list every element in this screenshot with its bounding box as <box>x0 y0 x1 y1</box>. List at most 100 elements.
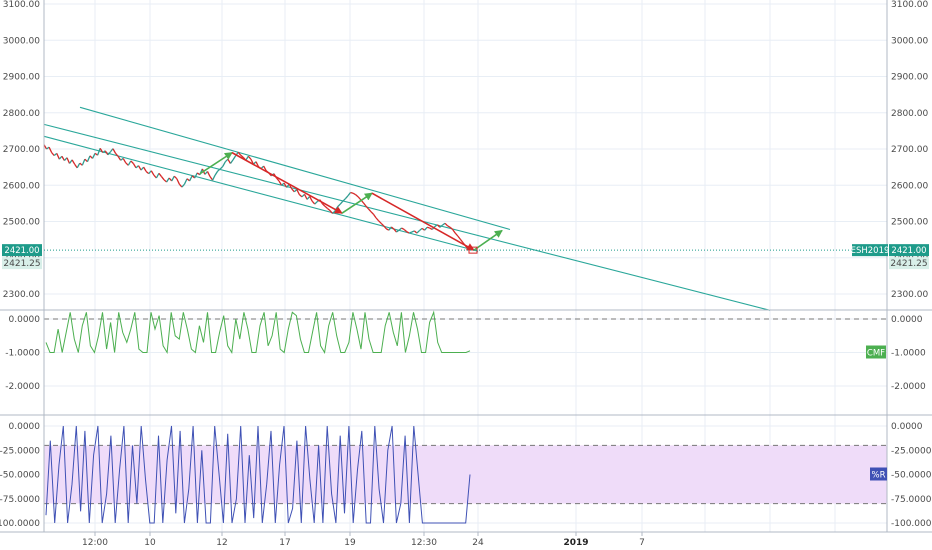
price-line-segment <box>76 162 81 169</box>
price-line-segment <box>419 227 423 232</box>
y-tick-label-left: -50.0000 <box>0 471 40 481</box>
price-line-segment <box>194 172 198 179</box>
x-tick-label: 2019 <box>563 538 588 548</box>
y-tick-label-right: -75.0000 <box>891 495 932 505</box>
price-line-segment <box>411 230 415 233</box>
price-line-segment <box>278 180 283 186</box>
trend-channel[interactable] <box>43 106 771 311</box>
price-line-segment <box>97 148 101 156</box>
price-line-segment <box>137 165 142 171</box>
y-tick-label-left: 2500.00 <box>3 218 40 228</box>
williams-r-line <box>45 425 471 524</box>
channel-lower-line <box>43 135 479 252</box>
price-line-segment <box>107 151 111 156</box>
price-line-segment <box>321 203 326 207</box>
cmf-badge-label: CMF <box>867 349 885 359</box>
price-line-segment <box>232 155 237 161</box>
price-line-segment <box>408 231 413 234</box>
trend-arrow <box>199 151 233 175</box>
price-line-segment <box>390 226 395 230</box>
y-tick-label-right: 2800.00 <box>891 109 928 119</box>
price-line-segment <box>183 178 188 185</box>
price-line-segment <box>211 174 216 181</box>
price-line-segment <box>457 235 461 240</box>
y-tick-label-right: -100.0000 <box>891 519 932 529</box>
price-line-segment <box>444 222 449 227</box>
price-line-segment <box>365 205 369 210</box>
trend-arrow <box>341 192 373 214</box>
price-line-segment <box>442 222 446 226</box>
price-line-segment <box>56 153 60 160</box>
price-line-segment <box>115 152 119 157</box>
price-line-segment <box>166 177 170 183</box>
y-tick-label-left: -25.0000 <box>0 446 40 456</box>
price-line-segment <box>401 227 405 231</box>
y-tick-label-left: 2600.00 <box>3 181 40 191</box>
trend-arrow <box>473 229 503 251</box>
y-tick-label-right: -2.0000 <box>891 382 926 392</box>
price-line-segment <box>413 230 418 234</box>
last-price-badge-right <box>889 244 929 257</box>
williams-r-badge <box>870 467 887 481</box>
y-tick-label-right: 3100.00 <box>891 0 928 10</box>
price-line-segment <box>314 201 318 205</box>
williams-r-band-fill <box>44 445 887 504</box>
x-tick-label: 19 <box>344 538 356 548</box>
price-line-segment <box>217 168 221 172</box>
price-line-segment <box>229 159 234 164</box>
symbol-badge <box>852 244 888 257</box>
price-line-segment <box>375 217 380 222</box>
price-line-segment <box>117 155 122 161</box>
y-tick-label-right: 0.0000 <box>891 422 923 432</box>
price-line-segment <box>337 203 341 208</box>
price-line-segment <box>339 200 344 205</box>
price-line-segment <box>421 227 425 231</box>
price-line-segment <box>454 232 459 237</box>
price-line-segment <box>237 151 242 156</box>
price-line-segment <box>398 227 403 231</box>
y-tick-label-right: -25.0000 <box>891 446 932 456</box>
price-line-segment <box>206 171 211 177</box>
drawing-arrows[interactable] <box>199 151 503 254</box>
price-line-segment <box>380 222 385 227</box>
y-tick-label-left: 2700.00 <box>3 145 40 155</box>
last-price-label-left: 2421.00 <box>4 246 39 256</box>
price-line-segment <box>378 220 382 224</box>
y-tick-label-right: 2600.00 <box>891 181 928 191</box>
price-line-segment <box>219 165 224 170</box>
price-line-segment <box>347 192 352 197</box>
price-line-segment <box>181 183 185 188</box>
y-tick-label-right: 2900.00 <box>891 73 928 83</box>
axes <box>0 0 932 536</box>
channel-middle-line <box>43 123 771 311</box>
price-line-segment <box>357 196 362 201</box>
secondary-price-label-left: 2421.25 <box>3 259 40 269</box>
price-line-segment <box>132 163 137 169</box>
price-line-segment <box>227 158 232 164</box>
last-price-label-right: 2421.00 <box>891 246 926 256</box>
y-tick-label-left: -100.0000 <box>0 519 40 529</box>
x-tick-label: 12:00 <box>82 538 108 548</box>
price-line-segment <box>342 198 346 202</box>
williams-r-band <box>44 318 887 505</box>
price-line-segment <box>130 160 134 164</box>
y-tick-label-left: 2800.00 <box>3 109 40 119</box>
symbol-label: ESH2019 <box>851 246 890 256</box>
price-line-segment <box>176 178 180 185</box>
x-tick-label: 12 <box>216 538 227 548</box>
y-tick-label-left: 3100.00 <box>3 0 40 10</box>
y-tick-label-right: -50.0000 <box>891 471 932 481</box>
price-line-segment <box>155 172 160 179</box>
price-line-segment <box>383 225 387 230</box>
price-line-segment <box>104 150 109 156</box>
y-tick-label-right: 2300.00 <box>891 290 928 300</box>
x-tick-label: 24 <box>472 538 484 548</box>
price-line-segment <box>247 155 252 160</box>
price-line-segment <box>459 238 464 243</box>
price-line-segment <box>91 153 96 159</box>
y-tick-label-right: 0.0000 <box>891 315 923 325</box>
price-line-segment <box>209 176 214 181</box>
price-line-segment <box>71 159 76 165</box>
